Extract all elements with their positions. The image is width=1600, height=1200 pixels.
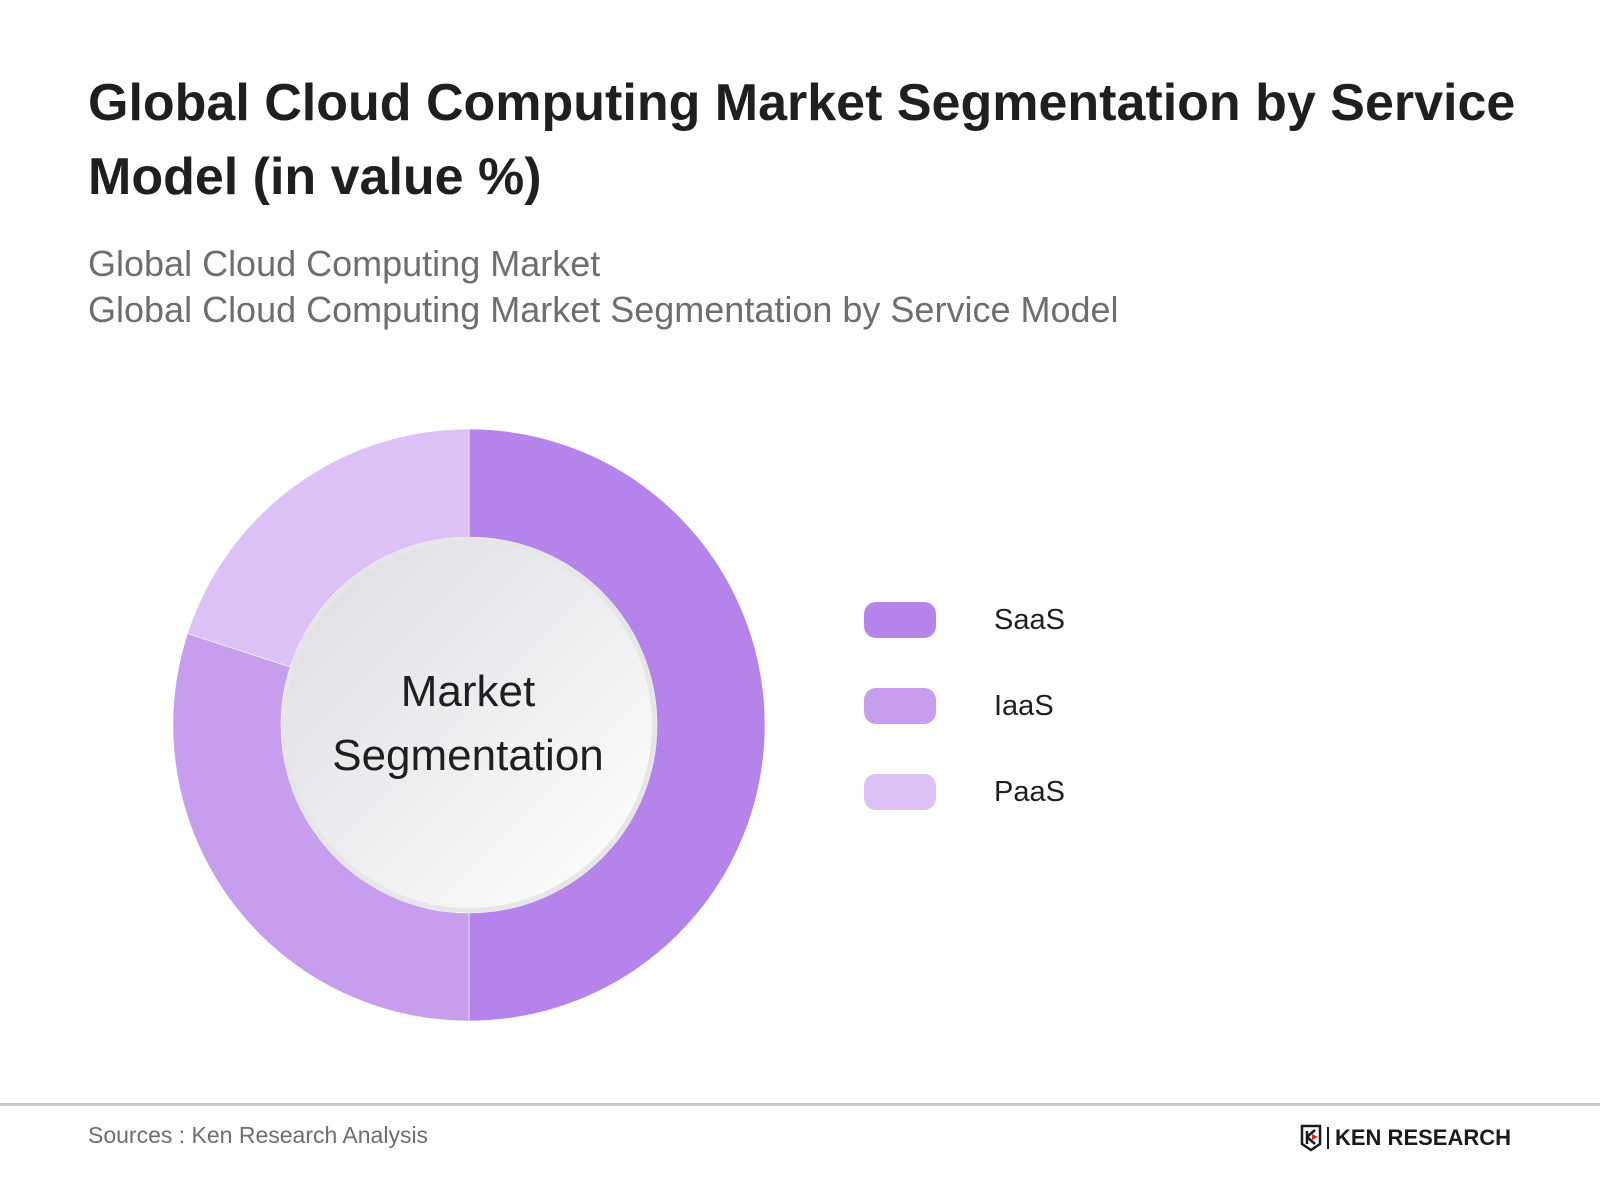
subtitle-market: Global Cloud Computing Market [88, 243, 601, 284]
ken-research-shield-icon [1300, 1124, 1322, 1152]
legend-label: IaaS [994, 689, 1054, 722]
subtitle-segmentation: Global Cloud Computing Market Segmentati… [88, 289, 1119, 330]
center-label: Market Segmentation [332, 667, 604, 780]
legend-item-iaas: IaaS [864, 688, 1054, 724]
legend-item-saas: SaaS [864, 602, 1065, 638]
legend-swatch [864, 774, 936, 810]
chart-title: Global Cloud Computing Market Segmentati… [88, 74, 1516, 206]
logo-text: KEN RESEARCH [1335, 1125, 1512, 1150]
sources-note: Sources : Ken Research Analysis [88, 1122, 429, 1148]
legend-swatch [864, 602, 936, 638]
ken-research-logo: KEN RESEARCH [1300, 1124, 1511, 1152]
center-circle [286, 542, 652, 908]
legend-label: PaaS [994, 775, 1065, 808]
legend-swatch [864, 688, 936, 724]
logo-divider [1327, 1127, 1329, 1149]
footer-divider [0, 1103, 1600, 1106]
legend-label: SaaS [994, 603, 1065, 636]
legend-item-paas: PaaS [864, 774, 1065, 810]
